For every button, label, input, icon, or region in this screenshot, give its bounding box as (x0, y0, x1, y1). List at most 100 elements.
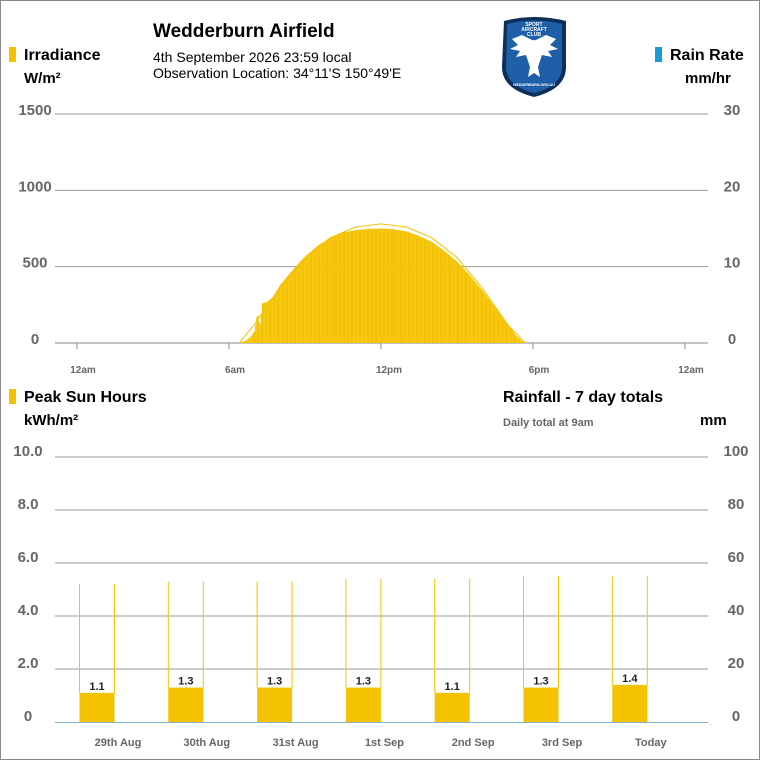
irradiance-bar (399, 230, 402, 343)
irradiance-bar (505, 322, 508, 343)
irradiance-bar (445, 252, 447, 343)
irradiance-bar (404, 231, 406, 343)
irradiance-bar (470, 276, 472, 343)
irradiance-bar (459, 264, 461, 343)
irradiance-bar (332, 236, 334, 343)
irradiance-bar (469, 275, 471, 343)
irradiance-bar (273, 295, 275, 343)
irradiance-bar (463, 269, 465, 343)
irradiance-bar (432, 243, 435, 343)
irradiance-bar (334, 235, 337, 343)
irradiance-bar (255, 325, 257, 343)
irradiance-bar (496, 310, 498, 343)
station-title: Wedderburn Airfield (153, 21, 335, 42)
irradiance-bar (258, 321, 260, 343)
irradiance-bar (396, 229, 398, 343)
irradiance-bar (519, 339, 521, 343)
irradiance-bar (345, 231, 347, 343)
top-left-tick-label: 1000 (18, 178, 51, 195)
irradiance-bar (517, 337, 519, 343)
irradiance-bar (271, 298, 273, 343)
sun-hours-value-label: 1.3 (356, 676, 371, 688)
irradiance-bar (423, 238, 426, 343)
irradiance-bar (353, 230, 355, 343)
irradiance-bar (390, 229, 392, 343)
irradiance-bar (458, 263, 460, 343)
day-category-label: 2nd Sep (452, 737, 495, 749)
irradiance-bar (298, 263, 300, 343)
irradiance-bar (467, 273, 469, 343)
irradiance-bar (426, 239, 428, 343)
irradiance-bar (243, 341, 245, 343)
top-right-tick-label: 10 (724, 255, 741, 272)
irradiance-bar (460, 265, 462, 343)
bottom-left-tick-label: 6.0 (18, 549, 39, 566)
irradiance-bar (290, 272, 292, 343)
irradiance-bar (483, 292, 485, 343)
irradiance-bar (310, 250, 313, 343)
irradiance-bar (385, 228, 387, 343)
top-left-tick-label: 0 (31, 331, 39, 348)
irradiance-bar (330, 237, 332, 343)
irradiance-bar (331, 237, 333, 343)
irradiance-bar (401, 230, 403, 343)
rainfall-note: Daily total at 9am (503, 417, 594, 429)
irradiance-bar (471, 278, 473, 343)
irradiance-bar (503, 319, 505, 343)
irradiance-bar (274, 293, 276, 343)
bottom-right-tick-label: 80 (728, 496, 745, 513)
irradiance-bar (359, 229, 362, 343)
irradiance-bar (372, 228, 374, 343)
irradiance-bar (365, 229, 367, 343)
irradiance-bar (437, 246, 439, 343)
irradiance-bar (484, 293, 486, 343)
irradiance-bar (402, 230, 404, 343)
bottom-right-tick-label: 40 (728, 602, 745, 619)
sun-hours-unit: kWh/m² (24, 412, 79, 429)
irradiance-bar (415, 234, 418, 343)
irradiance-bar (412, 233, 414, 343)
irradiance-bar (512, 331, 514, 343)
bottom-right-tick-label: 20 (728, 655, 745, 672)
irradiance-bar (414, 234, 416, 343)
irradiance-bar (472, 279, 475, 343)
irradiance-bar (413, 234, 415, 343)
irradiance-bar (491, 302, 493, 343)
irradiance-bar (430, 241, 432, 343)
irradiance-bar (468, 274, 470, 343)
irradiance-bar (269, 299, 272, 343)
rainfall-title: Rainfall - 7 day totals (503, 389, 664, 406)
irradiance-bar (410, 232, 412, 343)
irradiance-bar (389, 229, 391, 343)
irradiance-bar (501, 316, 503, 343)
irradiance-bar (312, 249, 314, 343)
rain-rate-unit: mm/hr (685, 70, 731, 87)
irradiance-bar (406, 231, 408, 343)
irradiance-bar (302, 258, 305, 343)
irradiance-bar (292, 269, 294, 343)
irradiance-bar (261, 303, 264, 343)
irradiance-bar (362, 229, 364, 343)
bottom-right-tick-label: 100 (723, 443, 748, 460)
irradiance-bar (465, 271, 468, 343)
irradiance-bar (508, 325, 510, 343)
sun-hours-value-label: 1.3 (267, 676, 282, 688)
irradiance-bar (495, 308, 497, 343)
irradiance-bar (438, 247, 440, 343)
irradiance-bar (427, 240, 429, 343)
irradiance-bar (288, 274, 290, 343)
sun-hours-legend-swatch (9, 389, 16, 404)
irradiance-bar (473, 281, 476, 343)
irradiance-bar (507, 323, 509, 343)
irradiance-bar (252, 332, 255, 343)
irradiance-bar (282, 281, 284, 343)
irradiance-bar (494, 307, 496, 343)
irradiance-bar (477, 285, 479, 343)
sun-hours-bar (257, 687, 293, 722)
irradiance-bar (291, 270, 293, 343)
irradiance-bar (518, 338, 520, 343)
irradiance-bar (436, 245, 438, 343)
irradiance-bar (497, 311, 500, 343)
